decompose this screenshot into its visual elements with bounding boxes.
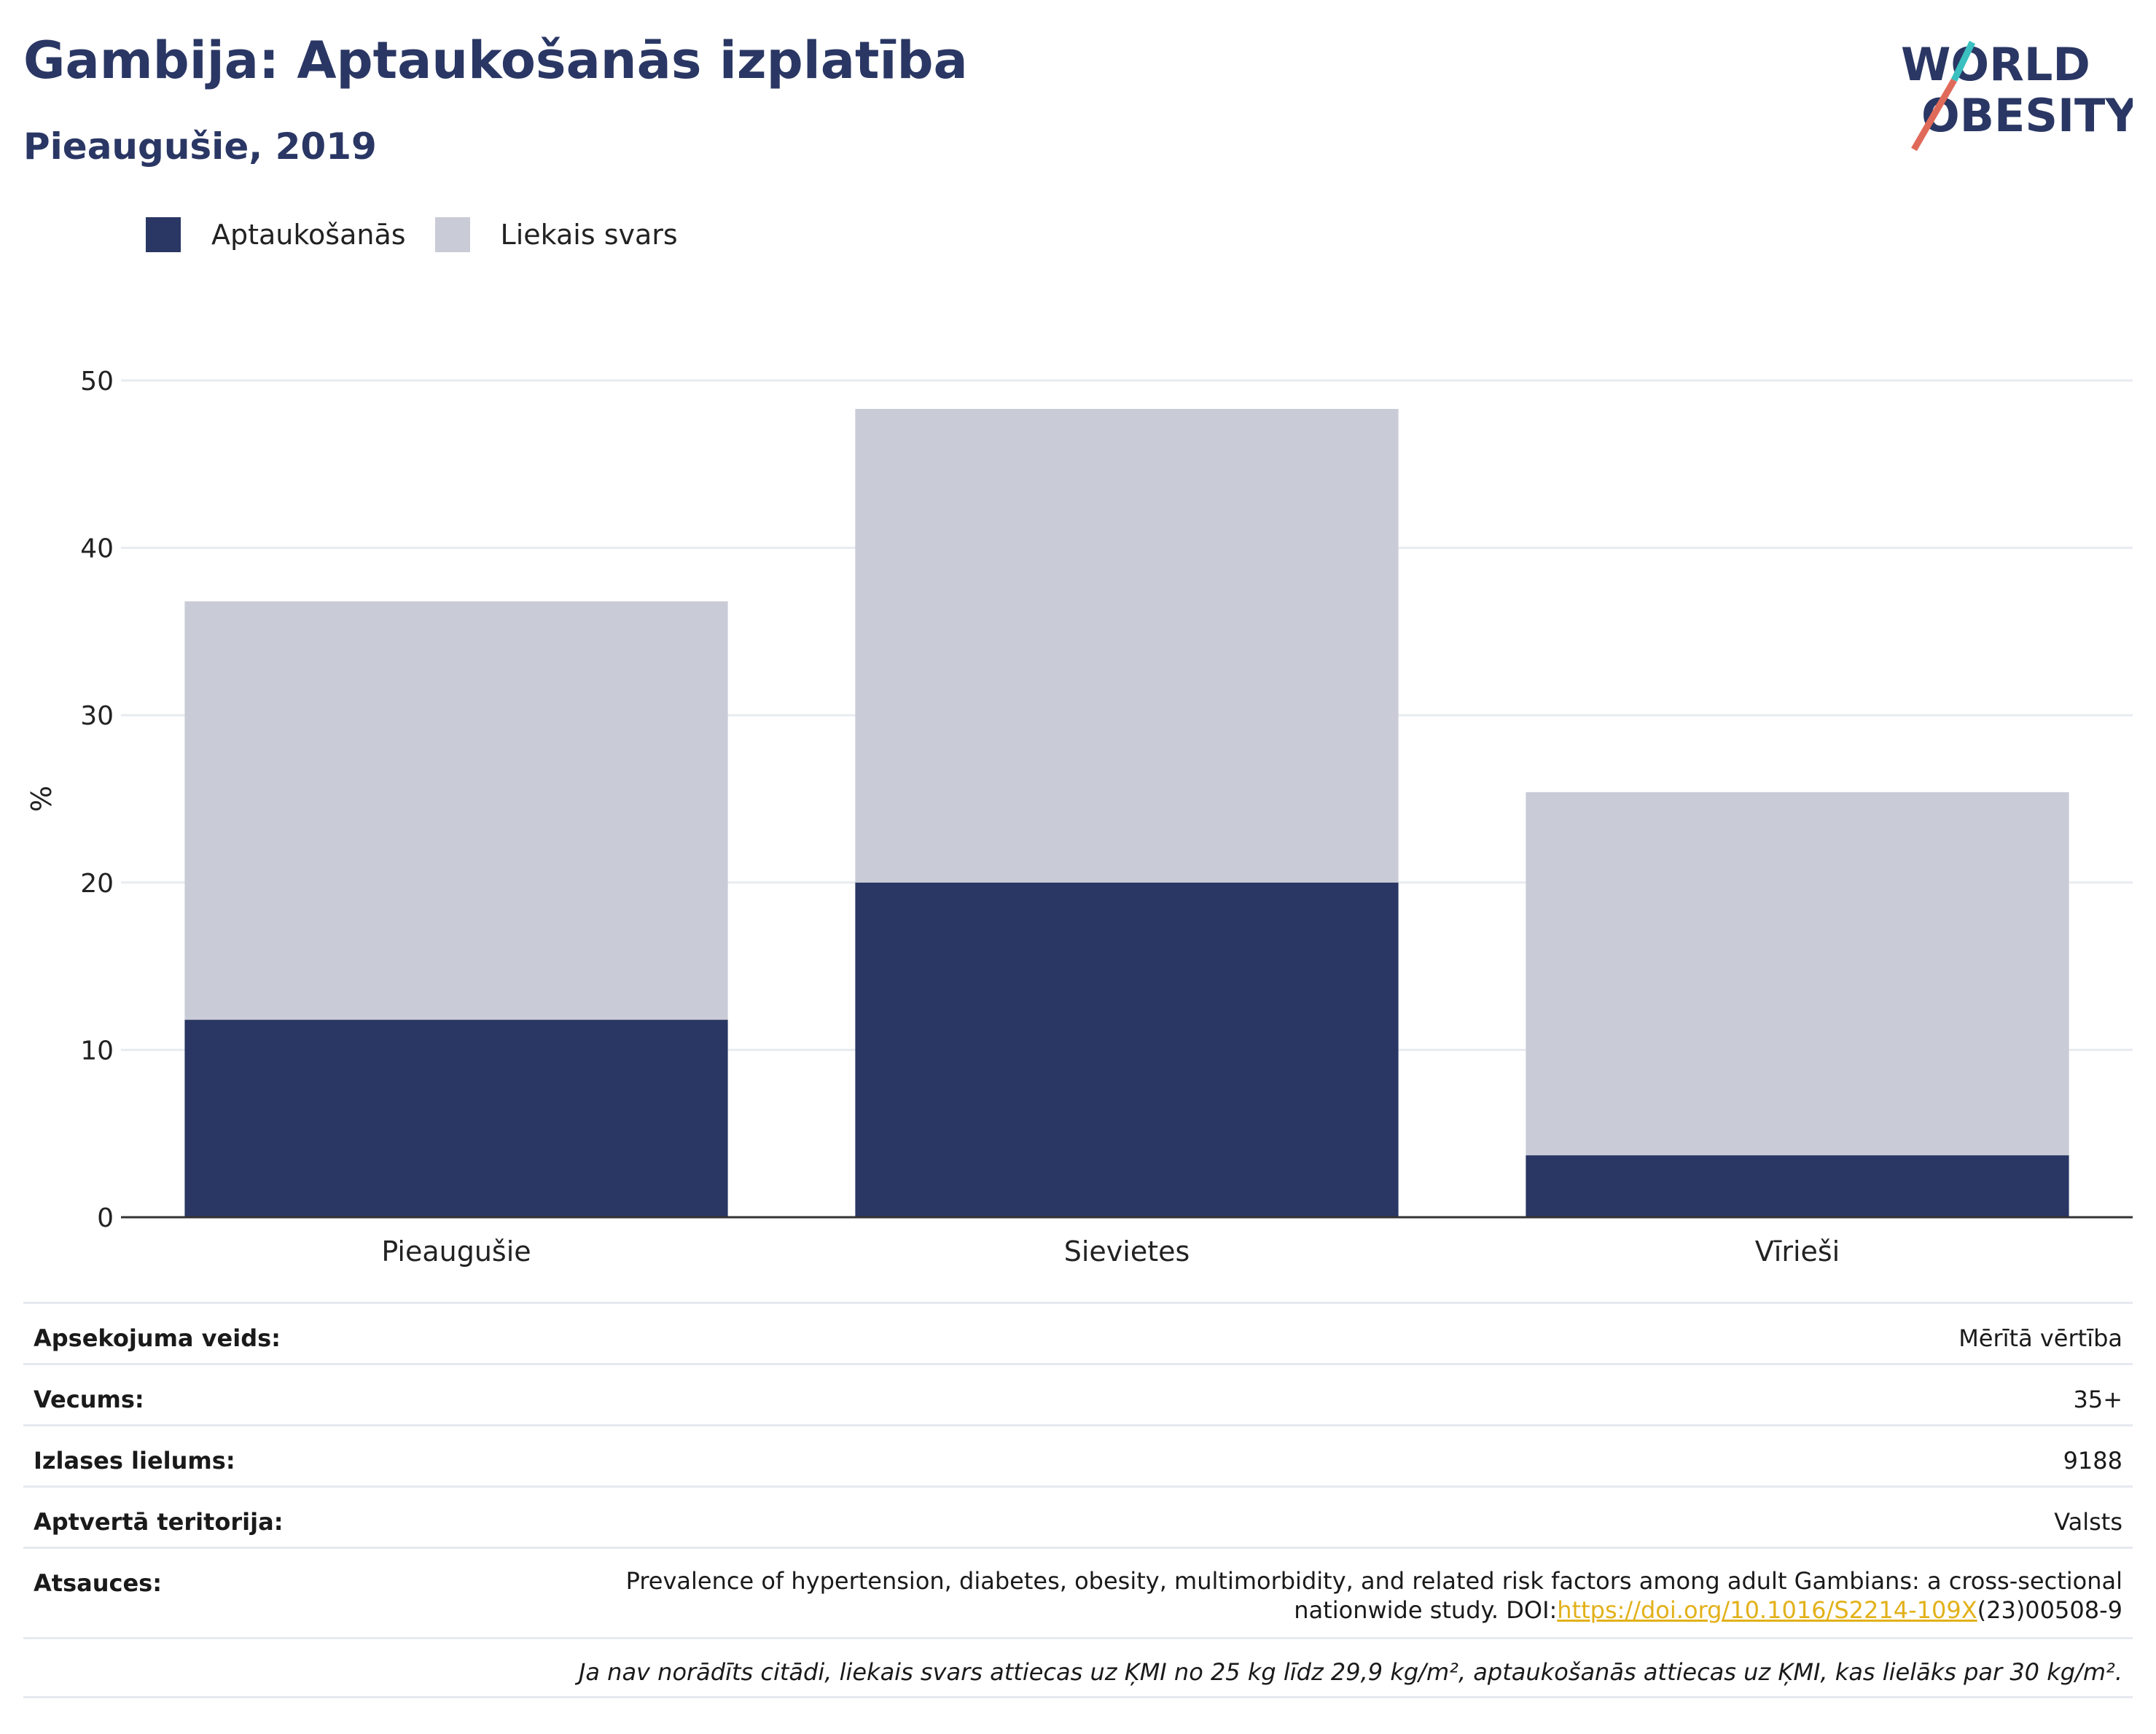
y-tick-label-40: 40 bbox=[80, 534, 114, 564]
bar-overweight-3 bbox=[1526, 792, 2069, 1156]
survey-type-value: Mērītā vērtība bbox=[1958, 1324, 2122, 1352]
bar-overweight-1 bbox=[184, 601, 728, 1020]
age-label: Vecums: bbox=[34, 1386, 144, 1413]
legend-label-obesity: Aptaukošanās bbox=[211, 219, 406, 251]
sample-size-label: Izlases lielums: bbox=[34, 1447, 235, 1475]
info-table: Apsekojuma veids: Mērītā vērtība Vecums:… bbox=[23, 1302, 2133, 1698]
definition-note: Ja nav norādīts citādi, liekais svars at… bbox=[23, 1637, 2133, 1698]
bar-obesity-3 bbox=[1526, 1155, 2069, 1217]
info-row-age: Vecums: 35+ bbox=[23, 1363, 2133, 1424]
info-row-survey-type: Apsekojuma veids: Mērītā vērtība bbox=[23, 1302, 2133, 1363]
coverage-label: Aptvertā teritorija: bbox=[34, 1508, 284, 1536]
legend-swatch-overweight bbox=[434, 217, 470, 252]
info-row-references: Atsauces: Prevalence of hypertension, di… bbox=[23, 1547, 2133, 1637]
doi-link[interactable]: https://doi.org/10.1016/S2214-109X bbox=[1557, 1596, 1977, 1624]
references-value: Prevalence of hypertension, diabetes, ob… bbox=[592, 1549, 2122, 1625]
coverage-value: Valsts bbox=[2054, 1508, 2122, 1536]
x-tick-label-3: Vīrieši bbox=[1755, 1235, 1840, 1268]
y-tick-label-20: 20 bbox=[80, 869, 114, 899]
y-tick-label-30: 30 bbox=[80, 701, 114, 731]
references-label: Atsauces: bbox=[34, 1569, 162, 1597]
y-axis-label: % bbox=[26, 786, 58, 812]
info-row-sample-size: Izlases lielums: 9188 bbox=[23, 1424, 2133, 1485]
stacked-bar-chart: 0 10 20 30 40 50% Pieaugušie Sievietes Vīrieši bbox=[26, 367, 2133, 1268]
bar-obesity-1 bbox=[184, 1020, 728, 1217]
legend-item-overweight: Liekais svars bbox=[434, 217, 678, 252]
y-tick-label-10: 10 bbox=[80, 1036, 114, 1066]
x-tick-label-1: Pieaugušie bbox=[381, 1235, 531, 1268]
references-text: Prevalence of hypertension, diabetes, ob… bbox=[625, 1567, 2122, 1624]
sample-size-value: 9188 bbox=[2063, 1447, 2122, 1475]
chart-legend: Aptaukošanās Liekais svars bbox=[146, 217, 707, 252]
legend-swatch-obesity bbox=[146, 217, 181, 252]
legend-label-overweight: Liekais svars bbox=[500, 219, 678, 251]
legend-item-obesity: Aptaukošanās bbox=[146, 217, 406, 252]
chart-subtitle: Pieaugušie, 2019 bbox=[23, 125, 377, 168]
chart-title: Gambija: Aptaukošanās izplatība bbox=[23, 31, 968, 90]
svg-text:WORLD: WORLD bbox=[1901, 38, 2090, 91]
y-tick-label-0: 0 bbox=[97, 1203, 114, 1233]
bar-obesity-2 bbox=[855, 882, 1399, 1217]
bar-overweight-2 bbox=[855, 409, 1399, 883]
world-obesity-logo: WORLD OBESITY bbox=[1901, 38, 2133, 152]
references-suffix: (23)00508-9 bbox=[1977, 1596, 2122, 1624]
age-value: 35+ bbox=[2073, 1386, 2122, 1413]
info-row-coverage: Aptvertā teritorija: Valsts bbox=[23, 1485, 2133, 1547]
survey-type-label: Apsekojuma veids: bbox=[34, 1324, 281, 1352]
svg-text:OBESITY: OBESITY bbox=[1921, 89, 2133, 142]
x-tick-label-2: Sievietes bbox=[1064, 1235, 1190, 1268]
y-tick-label-50: 50 bbox=[80, 367, 114, 397]
